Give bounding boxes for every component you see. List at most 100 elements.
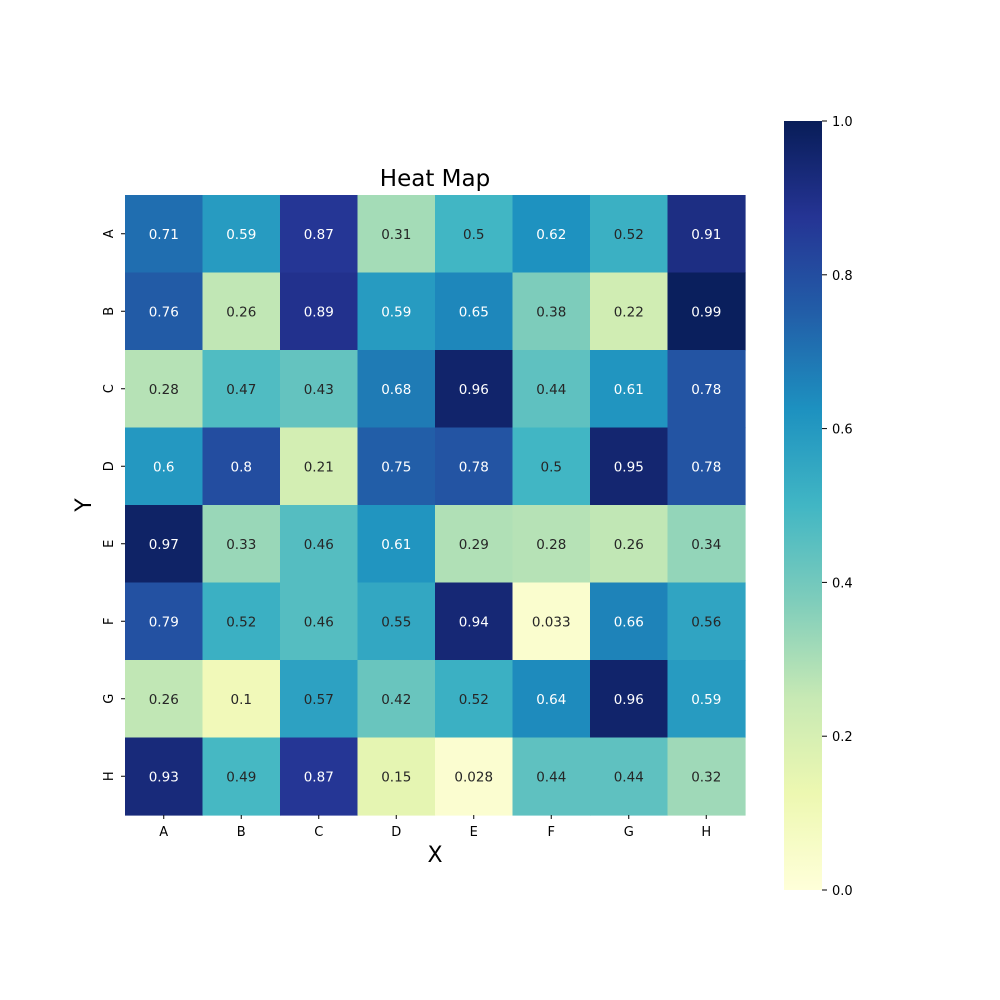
- cell-value-label: 0.028: [454, 769, 493, 785]
- colorbar-gradient: [784, 121, 822, 890]
- y-tick-label: G: [102, 694, 117, 704]
- heatmap-cell: [667, 350, 746, 429]
- heatmap-cell: [435, 350, 514, 429]
- cell-value-label: 0.57: [304, 692, 334, 708]
- heatmap-cell: [590, 350, 669, 429]
- cell-value-label: 0.28: [536, 537, 566, 553]
- cell-value-label: 0.29: [459, 537, 489, 553]
- heatmap-cell: [512, 195, 591, 274]
- heatmap-cell: [202, 427, 281, 506]
- cell-value-label: 0.22: [614, 304, 644, 320]
- heatmap-cell: [125, 195, 204, 274]
- heatmap-cell: [357, 582, 436, 661]
- cell-value-label: 0.15: [381, 769, 411, 785]
- cell-value-label: 0.91: [691, 227, 721, 243]
- heatmap-cell: [590, 737, 669, 816]
- cell-value-label: 0.75: [381, 459, 411, 475]
- cell-value-label: 0.46: [304, 614, 334, 630]
- y-tick-label: C: [102, 384, 117, 393]
- cell-value-label: 0.44: [536, 769, 566, 785]
- cell-value-label: 0.71: [149, 227, 179, 243]
- cell-value-label: 0.38: [536, 304, 566, 320]
- heatmap-cells: 0.71 0.59 0.87 0.31 0.5 0.62 0.52 0.91 0.76 0.26 0…: [125, 195, 746, 816]
- colorbar: 0.0 0.2 0.4 0.6 0.8 1.0: [784, 115, 853, 899]
- cell-value-label: 0.32: [691, 769, 721, 785]
- heatmap-cell: [435, 195, 514, 274]
- cell-value-label: 0.55: [381, 614, 411, 630]
- heatmap-cell: [667, 505, 746, 584]
- colorbar-tick-label: 1.0: [832, 115, 853, 130]
- heatmap-cell: [125, 505, 204, 584]
- heatmap-cell: [202, 195, 281, 274]
- cell-value-label: 0.56: [691, 614, 721, 630]
- heatmap-cell: [667, 195, 746, 274]
- colorbar-tick-label: 0.2: [832, 730, 853, 745]
- cell-value-label: 0.68: [381, 382, 411, 398]
- heatmap-cell: [512, 582, 591, 661]
- y-tick-label: D: [102, 461, 117, 471]
- cell-value-label: 0.64: [536, 692, 566, 708]
- heatmap-cell: [202, 582, 281, 661]
- cell-value-label: 0.33: [226, 537, 256, 553]
- y-axis-ticks: A B C D E F G H: [102, 229, 125, 781]
- heatmap-cell: [512, 505, 591, 584]
- cell-value-label: 0.87: [304, 769, 334, 785]
- heatmap-cell: [512, 350, 591, 429]
- heatmap-cell: [357, 272, 436, 351]
- heatmap-cell: [357, 195, 436, 274]
- cell-value-label: 0.65: [459, 304, 489, 320]
- heatmap-cell: [357, 660, 436, 739]
- y-tick-label: H: [102, 771, 117, 781]
- cell-value-label: 0.26: [614, 537, 644, 553]
- cell-value-label: 0.5: [541, 459, 562, 475]
- heatmap-cell: [590, 582, 669, 661]
- y-tick-label: B: [102, 307, 117, 316]
- x-tick-label: B: [237, 825, 246, 840]
- heatmap-cell: [125, 272, 204, 351]
- heatmap-cell: [280, 737, 359, 816]
- heatmap-cell: [590, 195, 669, 274]
- x-tick-label: G: [624, 825, 634, 840]
- cell-value-label: 0.96: [459, 382, 489, 398]
- heatmap-cell: [280, 582, 359, 661]
- cell-value-label: 0.52: [459, 692, 489, 708]
- heatmap-cell: [357, 427, 436, 506]
- heatmap-cell: [202, 350, 281, 429]
- colorbar-tick-label: 0.0: [832, 884, 853, 899]
- cell-value-label: 0.89: [304, 304, 334, 320]
- cell-value-label: 0.79: [149, 614, 179, 630]
- cell-value-label: 0.47: [226, 382, 256, 398]
- cell-value-label: 0.93: [149, 769, 179, 785]
- heatmap-cell: [202, 660, 281, 739]
- cell-value-label: 0.8: [231, 459, 252, 475]
- colorbar-tick-label: 0.6: [832, 423, 853, 438]
- cell-value-label: 0.78: [691, 459, 721, 475]
- cell-value-label: 0.78: [459, 459, 489, 475]
- cell-value-label: 0.49: [226, 769, 256, 785]
- heatmap-cell: [667, 427, 746, 506]
- cell-value-label: 0.6: [153, 459, 174, 475]
- heatmap-cell: [435, 582, 514, 661]
- cell-value-label: 0.96: [614, 692, 644, 708]
- heatmap-cell: [590, 427, 669, 506]
- cell-value-label: 0.59: [226, 227, 256, 243]
- heatmap-cell: [512, 660, 591, 739]
- cell-value-label: 0.28: [149, 382, 179, 398]
- heatmap-cell: [280, 427, 359, 506]
- heatmap-cell: [280, 272, 359, 351]
- cell-value-label: 0.46: [304, 537, 334, 553]
- x-tick-label: D: [391, 825, 401, 840]
- heatmap-cell: [512, 427, 591, 506]
- heatmap-cell: [590, 505, 669, 584]
- heatmap-cell: [280, 350, 359, 429]
- y-tick-label: E: [102, 540, 117, 548]
- heatmap-cell: [435, 660, 514, 739]
- heatmap-cell: [590, 660, 669, 739]
- x-tick-label: F: [548, 825, 555, 840]
- x-axis-label: X: [427, 843, 442, 868]
- cell-value-label: 0.31: [381, 227, 411, 243]
- cell-value-label: 0.5: [463, 227, 484, 243]
- heatmap-cell: [435, 737, 514, 816]
- x-axis-ticks: A B C D E F G H: [159, 815, 711, 840]
- x-tick-label: E: [470, 825, 478, 840]
